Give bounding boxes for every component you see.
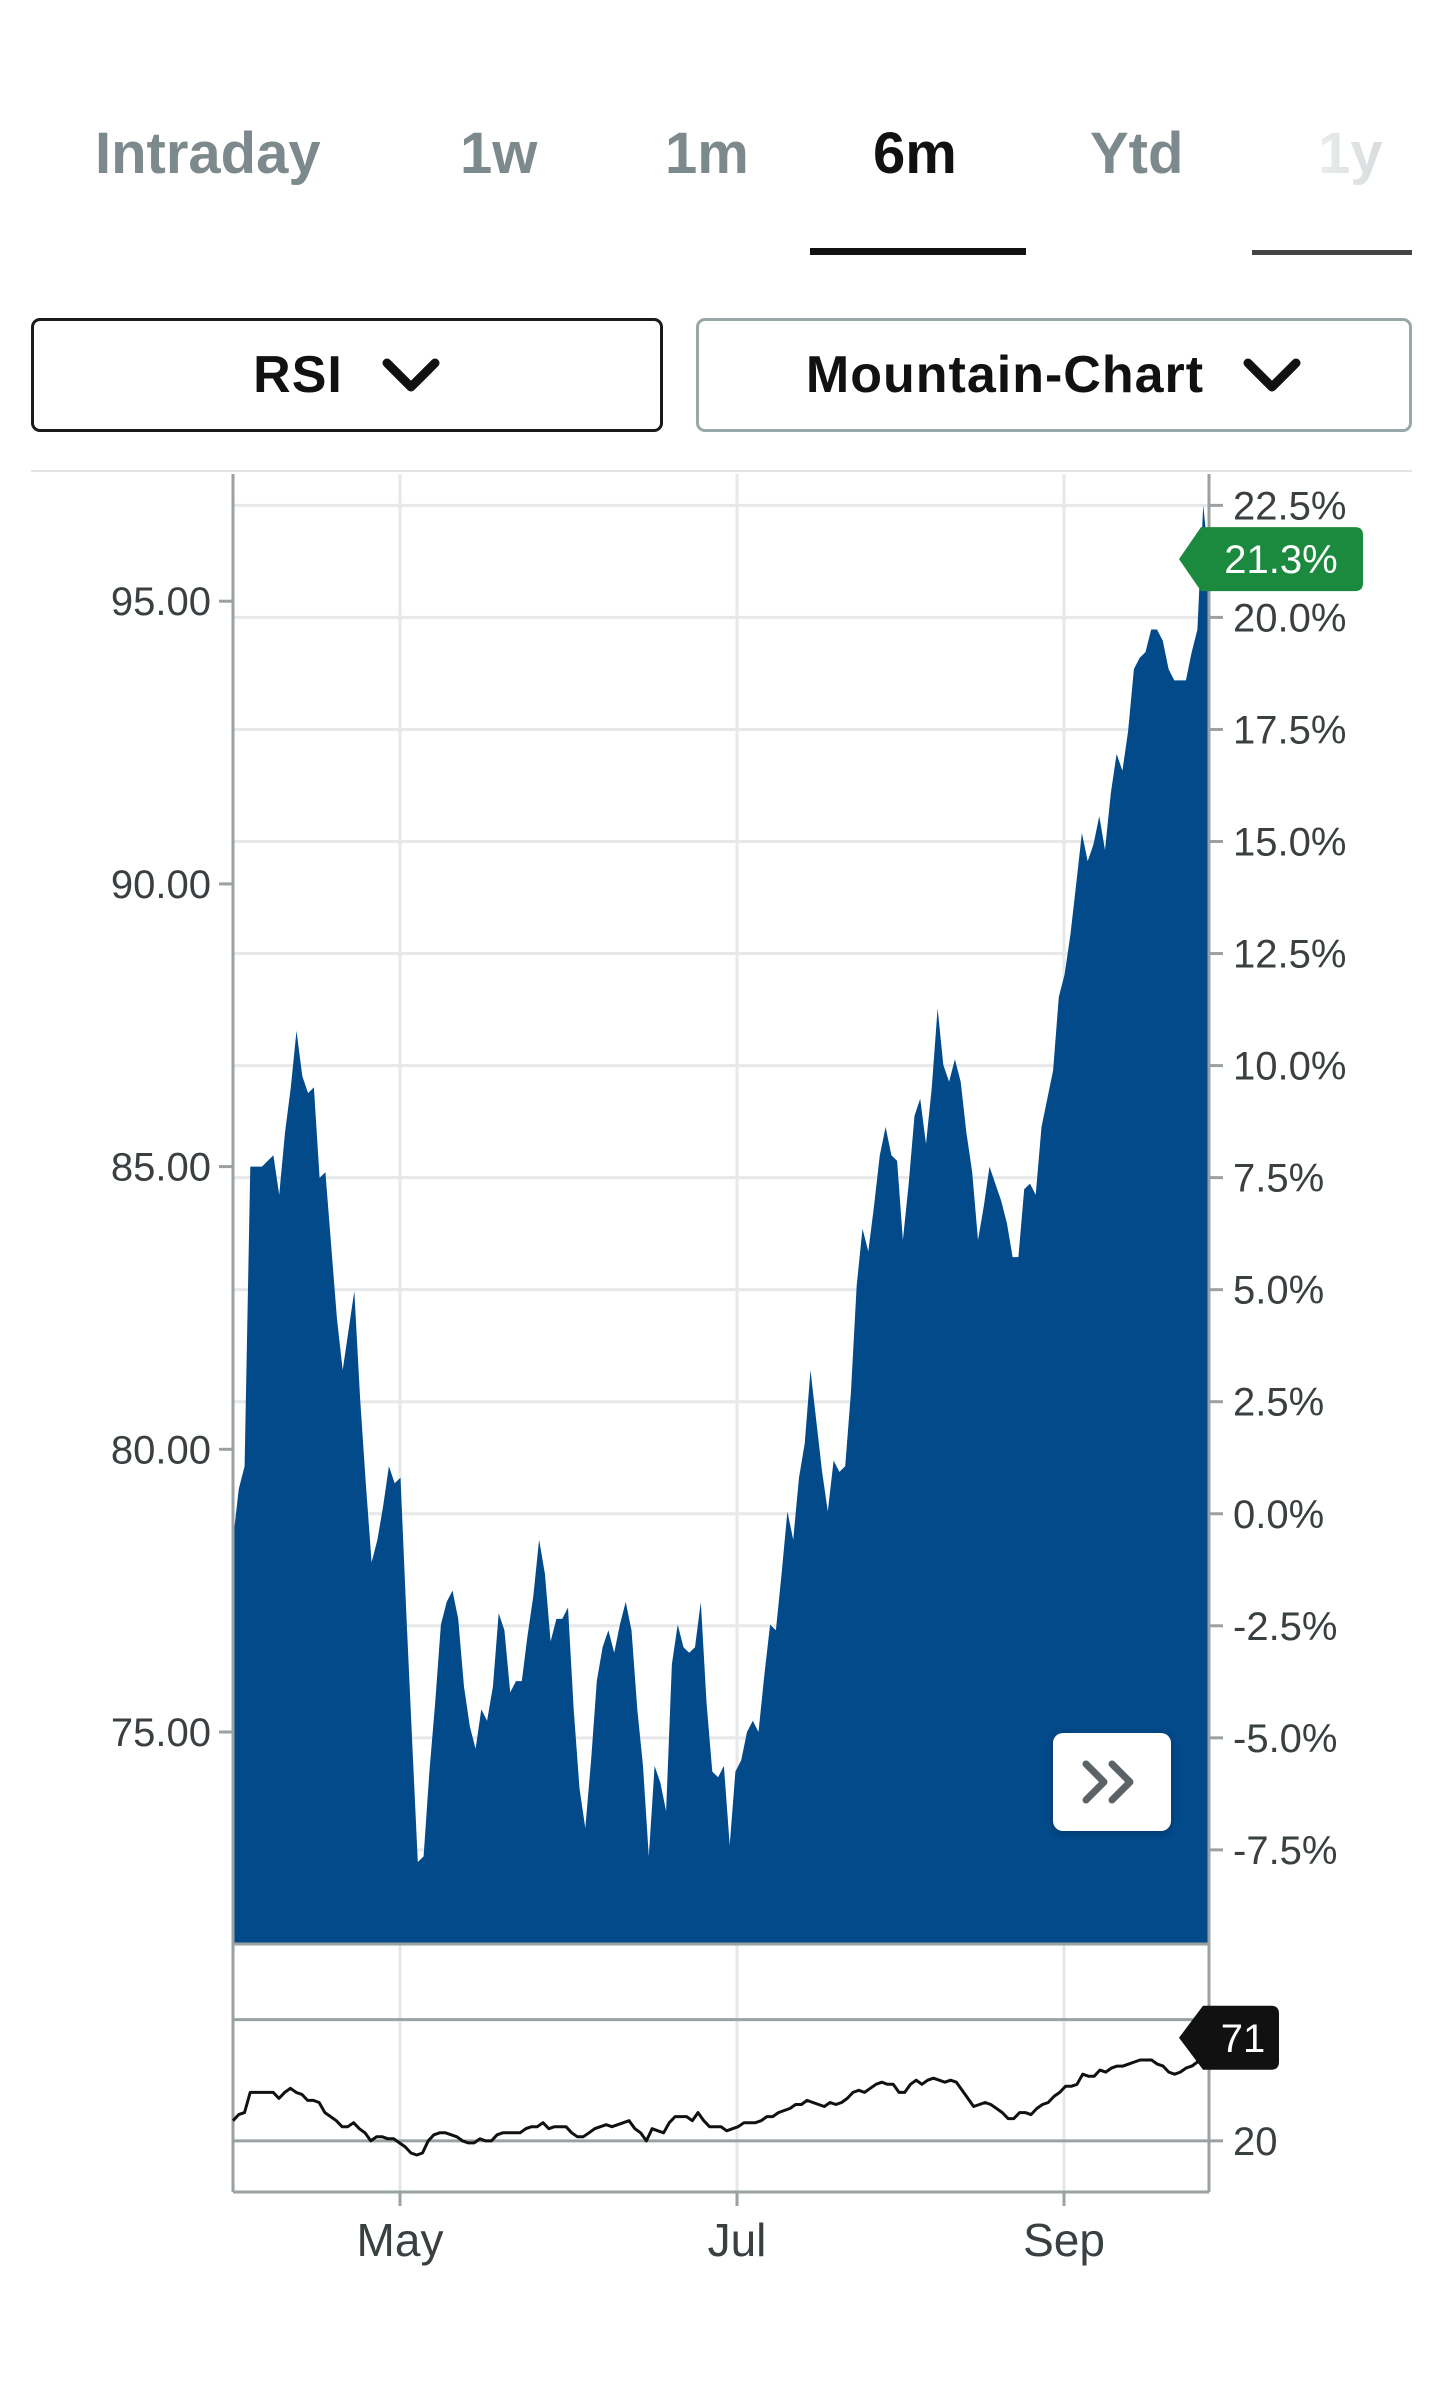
active-tab-indicator (810, 248, 1026, 255)
indicator-dropdown[interactable]: RSI (31, 318, 663, 432)
right-tick-label: -7.5% (1233, 1829, 1338, 1873)
divider (31, 470, 1412, 472)
right-tick-label: 17.5% (1233, 708, 1346, 752)
rsi-value-badge: 71 (1179, 2005, 1279, 2070)
rsi-value-label: 71 (1221, 2017, 1266, 2061)
double-chevron-right-icon (1082, 1760, 1134, 1804)
x-tick-label: Jul (708, 2214, 767, 2266)
rsi-line-series (231, 2036, 1209, 2157)
right-tick-label: 10.0% (1233, 1045, 1346, 1089)
left-tick-label: 80.00 (111, 1428, 211, 1472)
x-tick-label: Sep (1023, 2214, 1105, 2266)
left-tick-label: 90.00 (111, 863, 211, 907)
tab-ytd[interactable]: Ytd (1090, 121, 1184, 186)
right-tick-label: 15.0% (1233, 821, 1346, 865)
tab-6m[interactable]: 6m (873, 121, 957, 186)
current-change-label: 21.3% (1224, 538, 1337, 582)
tab-intraday[interactable]: Intraday (95, 121, 321, 186)
current-change-badge-bg (1179, 527, 1363, 592)
left-tick-label: 85.00 (111, 1146, 211, 1190)
tab-underline-partial (1252, 250, 1412, 255)
tabs-scroll-fade (1240, 120, 1410, 250)
rsi-value-badge-bg (1179, 2005, 1279, 2070)
right-tick-label: 5.0% (1233, 1269, 1324, 1313)
chart-type-dropdown-label: Mountain-Chart (805, 346, 1205, 404)
right-tick-label: 7.5% (1233, 1157, 1324, 1201)
right-tick-label: 0.0% (1233, 1493, 1324, 1537)
indicator-dropdown-label: RSI (253, 346, 343, 404)
right-tick-label: 2.5% (1233, 1381, 1324, 1425)
chevron-down-icon (1243, 358, 1301, 392)
right-tick-label: -5.0% (1233, 1717, 1338, 1761)
mountain-area-series (233, 505, 1209, 1945)
tab-1m[interactable]: 1m (665, 121, 749, 186)
right-tick-label: -2.5% (1233, 1605, 1338, 1649)
right-tick-label: 22.5% (1233, 484, 1346, 528)
expand-chart-button[interactable] (1053, 1733, 1171, 1831)
current-change-badge: 21.3% (1179, 527, 1363, 592)
left-tick-label: 95.00 (111, 580, 211, 624)
tab-1w[interactable]: 1w (460, 121, 538, 186)
chevron-down-icon (382, 358, 440, 392)
x-tick-label: May (357, 2214, 444, 2266)
right-tick-label: 20.0% (1233, 596, 1346, 640)
left-tick-label: 75.00 (111, 1711, 211, 1755)
right-tick-label: 12.5% (1233, 933, 1346, 977)
rsi-tick-label: 20 (1233, 2120, 1278, 2164)
chart-type-dropdown[interactable]: Mountain-Chart (696, 318, 1412, 432)
time-range-tabs: Intraday 1w 1m 6m Ytd 1y (0, 0, 1438, 270)
